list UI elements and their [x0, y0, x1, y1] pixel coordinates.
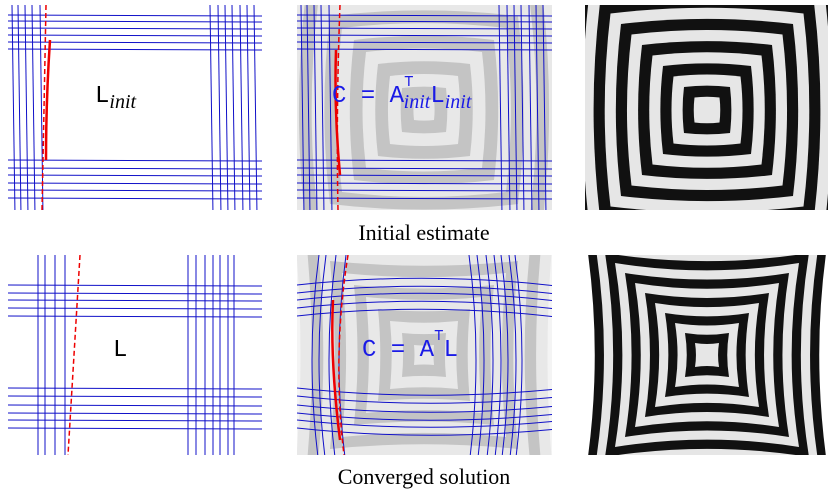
figure: Linit C = A⊤initLinit Initial estimate L… [0, 0, 831, 493]
grid-line [8, 316, 268, 317]
grid-line [8, 160, 268, 161]
grid-line [8, 42, 268, 43]
grid-line [8, 190, 268, 191]
grid-line [8, 396, 268, 397]
image-panel [571, 0, 831, 246]
caption: Initial estimate [358, 220, 489, 245]
grid-line [8, 413, 268, 414]
label-sub: init [109, 91, 136, 113]
grid-line [8, 15, 268, 16]
grid-line [8, 198, 268, 199]
caption: Converged solution [338, 464, 511, 489]
grid-line [8, 285, 268, 286]
grid-line [8, 168, 268, 169]
grid-line [8, 21, 268, 22]
eq-sub: init [404, 91, 431, 113]
grid-line [8, 388, 268, 389]
label-main: L [113, 337, 127, 364]
image-panel [585, 233, 829, 477]
eq-rhs: L [444, 337, 458, 364]
line-label: L [113, 337, 127, 364]
overlay-panel [286, 0, 562, 248]
grid-line [8, 300, 268, 301]
grid-line [8, 28, 268, 29]
eq-rhs-sub: init [445, 91, 472, 113]
line-panel [8, 255, 268, 465]
ring [695, 343, 719, 367]
grid-line [8, 183, 268, 184]
eq-sup: ⊤ [404, 73, 414, 91]
grid-line [8, 49, 268, 50]
eq-rhs: L [430, 83, 444, 110]
eq-lhs: C = A [332, 83, 405, 110]
line-label: Linit [95, 83, 137, 113]
line-panel [8, 5, 268, 215]
ring [694, 97, 721, 124]
grid-line [8, 175, 268, 176]
grid-line [8, 35, 268, 36]
label-main: L [95, 83, 109, 110]
grid-line [8, 308, 268, 309]
grid-line [8, 428, 268, 429]
grid-line [8, 293, 268, 294]
eq-lhs: C = A [362, 337, 435, 364]
grid-line [8, 420, 268, 421]
grid-line [8, 405, 268, 406]
eq-sup: ⊤ [434, 327, 444, 345]
red-curve [46, 40, 50, 160]
